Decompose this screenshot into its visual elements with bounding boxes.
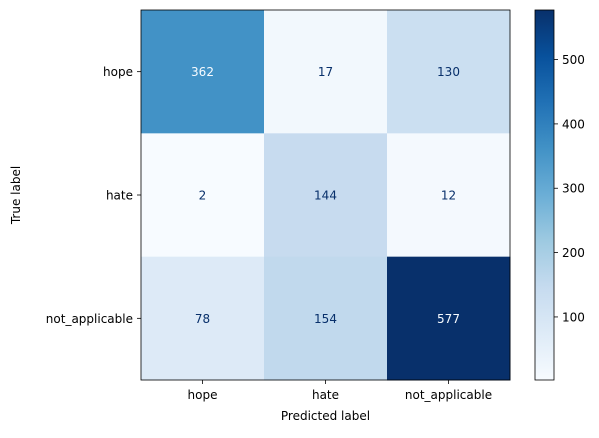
y-axis: hope hate not_applicable: [46, 65, 141, 326]
heatmap-cell: [264, 10, 388, 134]
heatmap-cell: [264, 256, 388, 381]
colorbar-tick-label: 200: [562, 246, 585, 260]
cell-value-label: 12: [441, 189, 456, 203]
colorbar-tick-label: 400: [562, 117, 585, 131]
y-tick-label: hate: [106, 189, 133, 203]
y-tick-label: hope: [103, 65, 133, 79]
heatmap-cell: [387, 10, 511, 134]
x-axis-label: Predicted label: [281, 409, 370, 423]
cell-value-label: 144: [314, 189, 337, 203]
x-tick-label: not_applicable: [405, 388, 492, 402]
cell-value-label: 362: [191, 65, 214, 79]
x-axis: hope hate not_applicable: [188, 380, 492, 402]
cell-value-label: 154: [314, 312, 337, 326]
heatmap-cell: [387, 256, 511, 381]
heatmap-cell: [141, 133, 265, 258]
cell-value-label: 2: [199, 189, 207, 203]
heatmap-cell: [141, 256, 265, 381]
heatmap-cell: [387, 133, 511, 258]
x-tick-label: hope: [188, 388, 218, 402]
cell-value-label: 130: [437, 65, 460, 79]
heatmap-cells: [141, 10, 511, 381]
heatmap-cell: [141, 10, 265, 134]
heatmap-cell: [264, 133, 388, 258]
y-axis-label: True label: [9, 166, 23, 225]
colorbar-ticks: 100 200 300 400 500: [554, 53, 585, 324]
colorbar: [534, 9, 555, 381]
x-tick-label: hate: [312, 388, 339, 402]
y-tick-label: not_applicable: [46, 312, 133, 326]
colorbar-tick-label: 500: [562, 53, 585, 67]
cell-value-label: 78: [195, 312, 210, 326]
cell-value-labels: 362 17 130 2 144 12 78 154 577: [191, 65, 460, 326]
colorbar-tick-label: 100: [562, 310, 585, 324]
cell-value-label: 577: [437, 312, 460, 326]
colorbar-tick-label: 300: [562, 182, 585, 196]
cell-value-label: 17: [318, 65, 333, 79]
